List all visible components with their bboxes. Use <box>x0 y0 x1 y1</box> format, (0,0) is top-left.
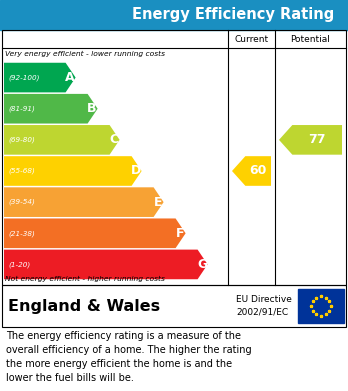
Polygon shape <box>4 63 76 92</box>
Text: F: F <box>176 227 184 240</box>
Text: The energy efficiency rating is a measure of the
overall efficiency of a home. T: The energy efficiency rating is a measur… <box>6 331 252 383</box>
Polygon shape <box>4 219 185 248</box>
Text: C: C <box>110 133 119 146</box>
Polygon shape <box>4 125 120 155</box>
Polygon shape <box>4 187 164 217</box>
Text: (69-80): (69-80) <box>8 136 35 143</box>
Polygon shape <box>279 125 342 155</box>
Bar <box>298 289 344 323</box>
Text: (55-68): (55-68) <box>8 168 35 174</box>
Text: EU Directive: EU Directive <box>236 295 292 304</box>
Text: England & Wales: England & Wales <box>8 298 160 314</box>
Text: 77: 77 <box>308 133 326 146</box>
Bar <box>2 30 346 285</box>
Text: B: B <box>87 102 97 115</box>
Text: D: D <box>131 165 141 178</box>
Text: Current: Current <box>235 34 269 43</box>
Text: (92-100): (92-100) <box>8 74 40 81</box>
Text: Energy Efficiency Rating: Energy Efficiency Rating <box>132 7 334 23</box>
Text: A: A <box>65 71 75 84</box>
Text: (81-91): (81-91) <box>8 106 35 112</box>
Text: E: E <box>154 196 163 209</box>
Bar <box>0 0 348 30</box>
Bar <box>2 285 346 327</box>
Text: Potential: Potential <box>291 34 331 43</box>
Polygon shape <box>4 94 97 124</box>
Text: Very energy efficient - lower running costs: Very energy efficient - lower running co… <box>5 51 165 57</box>
Text: (1-20): (1-20) <box>8 261 30 268</box>
Text: 60: 60 <box>250 165 267 178</box>
Text: (21-38): (21-38) <box>8 230 35 237</box>
Polygon shape <box>232 156 271 186</box>
Text: (39-54): (39-54) <box>8 199 35 205</box>
Text: G: G <box>197 258 207 271</box>
Text: 2002/91/EC: 2002/91/EC <box>236 308 288 317</box>
Polygon shape <box>4 156 142 186</box>
Polygon shape <box>4 249 208 279</box>
Text: Not energy efficient - higher running costs: Not energy efficient - higher running co… <box>5 276 165 282</box>
